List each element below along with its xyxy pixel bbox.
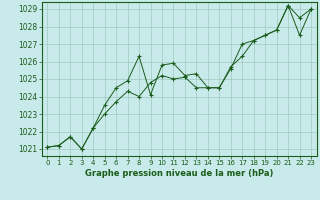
X-axis label: Graphe pression niveau de la mer (hPa): Graphe pression niveau de la mer (hPa) <box>85 169 273 178</box>
